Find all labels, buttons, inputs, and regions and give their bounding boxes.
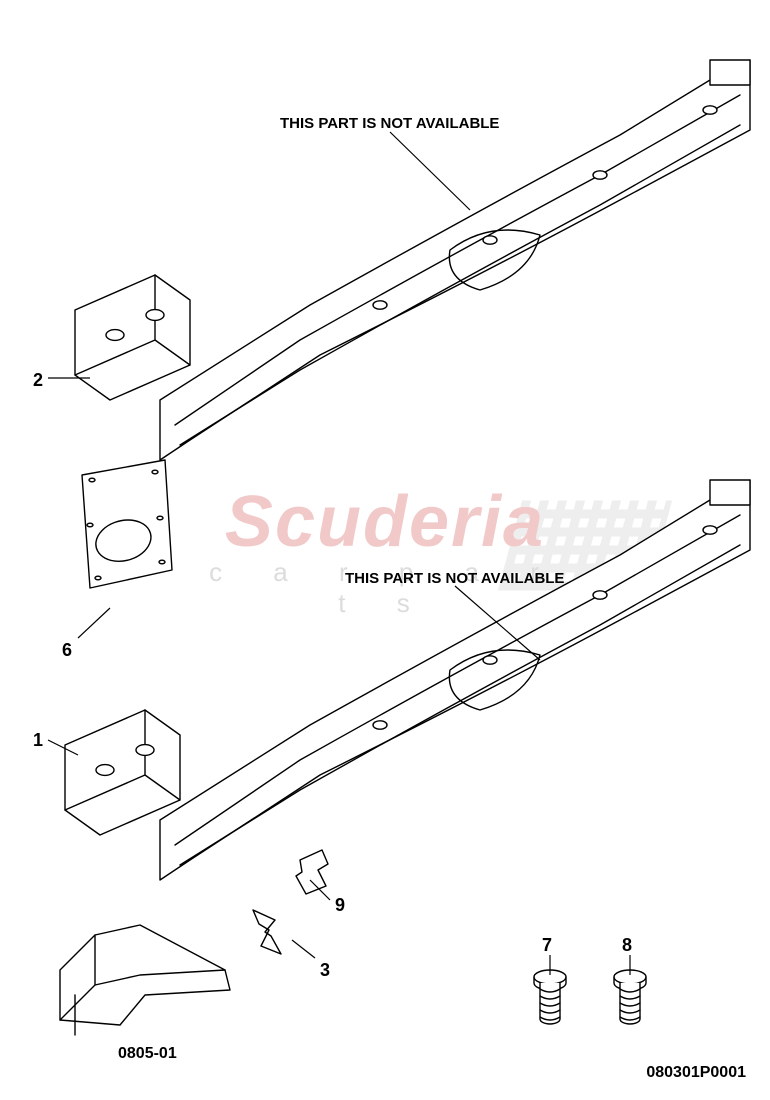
callout-number: 2 [33, 370, 43, 391]
callout-number: 8 [622, 935, 632, 956]
callout-number: 1 [33, 730, 43, 751]
callout-number: 9 [335, 895, 345, 916]
unavailable-note: THIS PART IS NOT AVAILABLE [345, 570, 564, 587]
line-art [0, 0, 770, 1100]
unavailable-note: THIS PART IS NOT AVAILABLE [280, 115, 499, 132]
callout-number: 6 [62, 640, 72, 661]
callout-number: 7 [542, 935, 552, 956]
subassembly-ref: 0805-01 [118, 1045, 177, 1063]
diagram-id: 080301P0001 [646, 1064, 746, 1082]
callout-number: 3 [320, 960, 330, 981]
diagram-stage: Scuderia c a r p a r t s 080301P0001 THI… [0, 0, 770, 1100]
